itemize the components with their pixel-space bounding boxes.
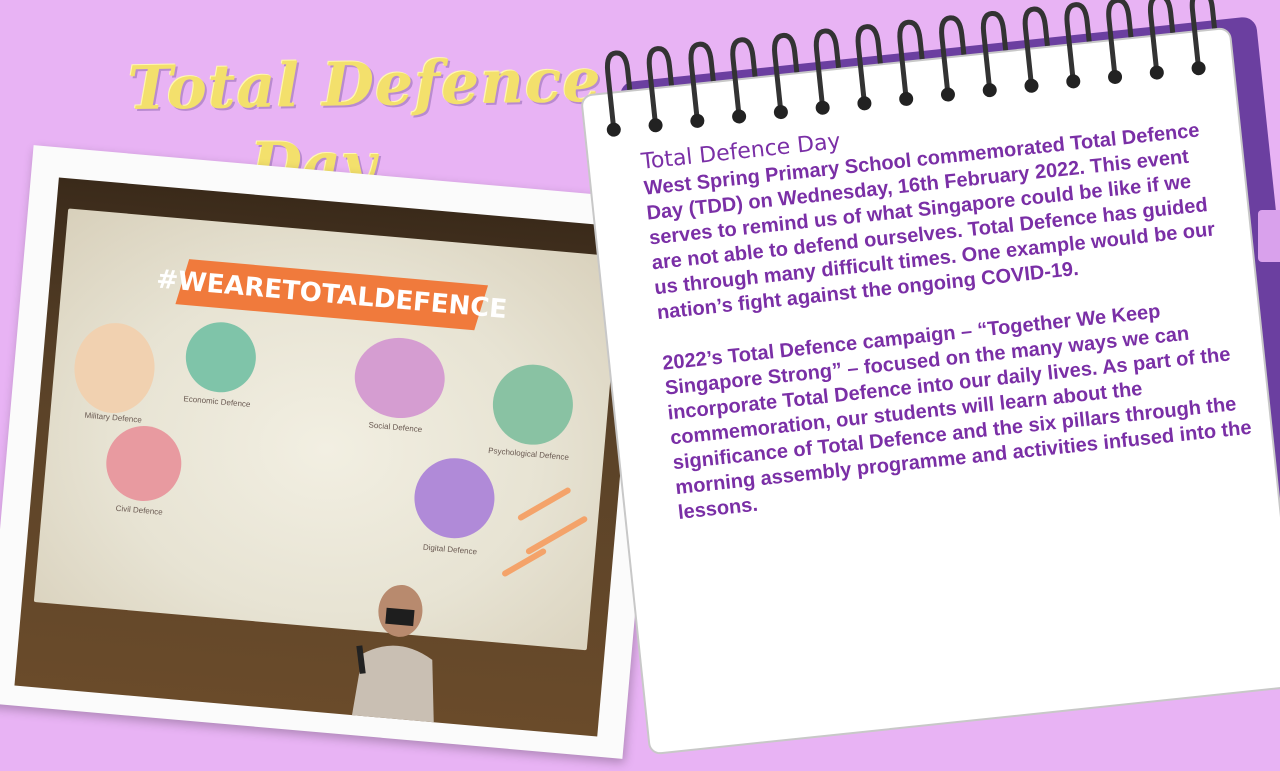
binding-hole [857, 96, 872, 111]
spiral-binding-icon [604, 0, 1217, 137]
decorative-stripe [524, 515, 589, 556]
hashtag-text: #WEARETOTALDEFENCE [155, 264, 509, 326]
spiral-ring [980, 11, 1009, 88]
binding-hole [1149, 65, 1164, 80]
pillar-label-economic: Economic Defence [183, 394, 251, 410]
binding-hole [1066, 74, 1081, 89]
binding-hole [1108, 69, 1123, 84]
spiral-ring [1147, 0, 1176, 70]
spiral-ring [688, 41, 716, 119]
binding-hole [1024, 78, 1039, 93]
binding-hole [773, 105, 788, 120]
pillar-psychological-icon [489, 361, 577, 449]
binding-hole [982, 83, 997, 98]
binding-hole [606, 122, 621, 137]
pillar-social-icon [351, 334, 449, 422]
spiral-ring [1064, 2, 1092, 79]
event-photo: #WEARETOTALDEFENCE Military Defence Econ… [14, 177, 642, 737]
binding-hole [1191, 61, 1206, 76]
spiral-ring [1189, 0, 1217, 66]
pillar-label-digital: Digital Defence [422, 542, 478, 557]
binding-hole [899, 91, 914, 106]
notepad-side-tab [1258, 210, 1280, 262]
decorative-stripe [500, 547, 548, 578]
spiral-ring [1022, 6, 1050, 84]
spiral-ring [813, 28, 842, 105]
binding-hole [732, 109, 747, 124]
spiral-ring [897, 19, 925, 97]
decorative-stripe [516, 486, 572, 522]
notepad-content: Total Defence Day West Spring Primary Sc… [640, 89, 1256, 526]
spiral-ring [646, 46, 674, 123]
pillar-economic-icon [182, 319, 259, 396]
spiral-ring [939, 15, 967, 92]
pillar-label-civil: Civil Defence [115, 503, 164, 517]
spiral-ring [1106, 0, 1134, 75]
photo-frame: #WEARETOTALDEFENCE Military Defence Econ… [0, 145, 672, 759]
projection-screen: #WEARETOTALDEFENCE Military Defence Econ… [33, 208, 622, 651]
spiral-ring [730, 37, 758, 114]
pillar-label-psychological: Psychological Defence [487, 445, 570, 463]
notepad [580, 0, 1280, 771]
speaker-figure [350, 584, 434, 733]
pillar-military-icon [70, 319, 159, 417]
title-line-1: Total Defence [127, 45, 603, 125]
binding-hole [815, 100, 830, 115]
binding-hole [648, 118, 663, 133]
hashtag-banner: #WEARETOTALDEFENCE [155, 259, 508, 331]
pillar-civil-icon [103, 422, 185, 505]
spiral-ring [604, 50, 633, 127]
spiral-ring [855, 24, 883, 101]
spiral-ring [772, 32, 800, 110]
pillar-label-social: Social Defence [368, 420, 423, 435]
pillar-digital-icon [411, 454, 498, 542]
binding-hole [690, 113, 705, 128]
binding-hole [940, 87, 955, 102]
